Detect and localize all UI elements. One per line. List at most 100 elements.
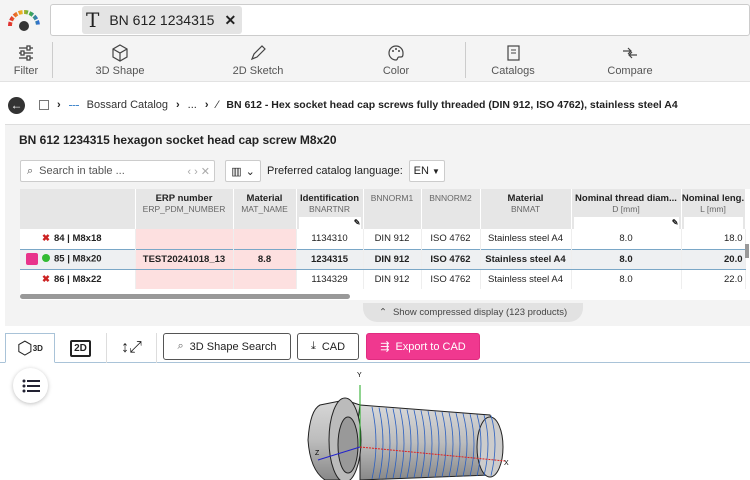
table-cell: Stainless steel A4	[480, 248, 572, 270]
row-label: 84 | M8x18	[53, 233, 102, 245]
compare-label: Compare	[607, 64, 653, 77]
export-icon: ⇶	[380, 341, 390, 353]
chevron-down-icon: ⌄	[245, 165, 255, 178]
table-row[interactable]: 85 | M8x20 TEST20241018_13 8.8 1234315 DIN 9…	[20, 248, 746, 270]
column-filter-input[interactable]: ✎	[573, 217, 679, 229]
breadcrumb-current: BN 612 - Hex socket head cap screws full…	[226, 99, 678, 111]
thread-line	[420, 410, 426, 478]
search-chip[interactable]: T BN 612 1234315 ✕	[82, 6, 243, 34]
tab-3d-label: 3D	[32, 343, 43, 353]
cube-icon	[112, 43, 128, 62]
shape-search-label: 3D Shape Search	[189, 340, 277, 353]
cad-label: CAD	[321, 340, 346, 353]
nav-arrows-icon[interactable]: ‹ › ✕	[187, 165, 210, 178]
column-title: Material	[507, 193, 544, 204]
text-T-icon: T	[86, 8, 100, 32]
back-icon[interactable]: ←	[8, 96, 25, 114]
tab-3d[interactable]: ⬡ 3D	[5, 333, 55, 363]
z-axis	[317, 446, 361, 461]
show-compressed-button[interactable]: ⌃ Show compressed display (123 products)	[363, 303, 584, 322]
3d-shape-button[interactable]: 3D Shape	[70, 38, 170, 82]
language-label: Preferred catalog language:	[267, 165, 403, 177]
thread-line	[448, 412, 454, 477]
color-button[interactable]: Color	[346, 38, 446, 82]
thread-line	[385, 407, 391, 479]
breadcrumb-item[interactable]: Bossard Catalog	[86, 99, 168, 111]
toolbar: Filter 3D Shape 2D Sketch Color Catalogs…	[0, 38, 750, 82]
column-header[interactable]	[20, 189, 136, 229]
column-title: Nominal leng.	[681, 193, 745, 204]
column-subtitle: MAT_NAME	[241, 204, 288, 214]
columns-icon: ▥	[231, 165, 242, 178]
table-cell: 85 | M8x20	[20, 248, 136, 270]
column-header[interactable]: Identification BNARTNR ✎	[296, 189, 364, 229]
table-search-input[interactable]: ⌕ Search in table ... ‹ › ✕	[20, 160, 215, 182]
thread-line	[434, 411, 440, 478]
cad-download-button[interactable]: ⤓ CAD	[297, 333, 359, 360]
column-title: Identification	[299, 193, 360, 204]
export-to-cad-button[interactable]: ⇶ Export to CAD	[366, 333, 480, 360]
list-button[interactable]	[13, 368, 48, 403]
filter-button[interactable]: Filter	[0, 38, 52, 82]
close-icon[interactable]: ✕	[224, 11, 237, 28]
row-label: 86 | M8x22	[53, 273, 102, 285]
edit-icon: ✎	[353, 218, 361, 227]
tab-2d[interactable]: 2D	[55, 333, 107, 363]
logo-gauge-icon[interactable]	[6, 8, 42, 32]
cube-3d-icon: ⬡	[17, 337, 33, 358]
viewer-tabs: ⬡ 3D 2D ↕⤢ ⌕ 3D Shape Search ⤓ CAD ⇶ Export …	[0, 331, 750, 363]
shape-search-icon: ⌕	[177, 340, 184, 352]
download-icon: ⤓	[310, 340, 316, 352]
thread-line	[413, 409, 419, 478]
3d-model-viewer[interactable]: Y Z X	[290, 365, 530, 480]
table-cell: ISO 4762	[421, 269, 481, 289]
vertical-scrollbar[interactable]	[745, 244, 749, 258]
table-cell	[135, 269, 234, 289]
table-cell: ISO 4762	[421, 248, 481, 270]
product-table: ERP number ERP_PDM_NUMBER Material MAT_NAME…	[20, 189, 750, 300]
language-select[interactable]: EN ▼	[408, 160, 445, 182]
column-header[interactable]: Material MAT_NAME	[233, 189, 297, 229]
table-row[interactable]: ✖ 84 | M8x18 1134310 DIN 912 ISO 4762 Stainle…	[20, 229, 746, 249]
columns-button[interactable]: ▥ ⌄	[225, 160, 261, 182]
language-value: EN	[413, 165, 429, 177]
column-subtitle: L [mm]	[700, 204, 726, 214]
column-header[interactable]: ERP number ERP_PDM_NUMBER	[135, 189, 234, 229]
column-header[interactable]: BNNORM1	[363, 189, 422, 229]
table-cell: TEST20241018_13	[135, 248, 234, 270]
product-title: BN 612 1234315 hexagon socket head cap s…	[19, 133, 337, 147]
table-cell: 1134310	[296, 229, 364, 249]
thread-line	[427, 410, 433, 478]
column-header[interactable]: BNNORM2	[421, 189, 481, 229]
home-icon[interactable]	[39, 100, 49, 110]
column-header[interactable]: Material BNMAT	[480, 189, 572, 229]
column-filter-input[interactable]	[683, 217, 743, 229]
z-axis-label: Z	[315, 450, 320, 457]
2d-sketch-button[interactable]: 2D Sketch	[208, 38, 308, 82]
column-header[interactable]: Nominal leng. L [mm]	[681, 189, 746, 229]
column-header[interactable]: Nominal thread diam... D [mm] ✎	[571, 189, 682, 229]
column-title: Nominal thread diam...	[575, 193, 677, 204]
table-cell	[233, 269, 297, 289]
list-icon	[22, 379, 40, 392]
search-placeholder: Search in table ...	[39, 165, 125, 177]
thread-line	[371, 406, 377, 480]
thread-line	[392, 408, 398, 479]
screw-icon: ⁄	[216, 99, 219, 111]
x-axis-label: X	[504, 460, 509, 467]
column-filter-input[interactable]: ✎	[298, 217, 361, 229]
column-title: ERP number	[155, 193, 213, 204]
tab-dimensions[interactable]: ↕⤢	[107, 333, 157, 363]
breadcrumb: ← › Bossard Catalog › ... › ⁄ BN 612 - H…	[0, 93, 750, 117]
horizontal-scrollbar[interactable]	[20, 294, 350, 299]
table-cell: ✖ 84 | M8x18	[20, 229, 136, 249]
3d-shape-search-button[interactable]: ⌕ 3D Shape Search	[163, 333, 291, 360]
table-row[interactable]: ✖ 86 | M8x22 1134329 DIN 912 ISO 4762 Stainle…	[20, 269, 746, 289]
compare-button[interactable]: Compare	[590, 38, 670, 82]
breadcrumb-item[interactable]: ...	[187, 99, 197, 111]
thread-line	[469, 413, 475, 477]
not-available-status-icon: ✖	[42, 273, 50, 285]
table-cell: DIN 912	[363, 248, 422, 270]
export-label: Export to CAD	[395, 340, 466, 353]
catalogs-button[interactable]: Catalogs	[473, 38, 553, 82]
